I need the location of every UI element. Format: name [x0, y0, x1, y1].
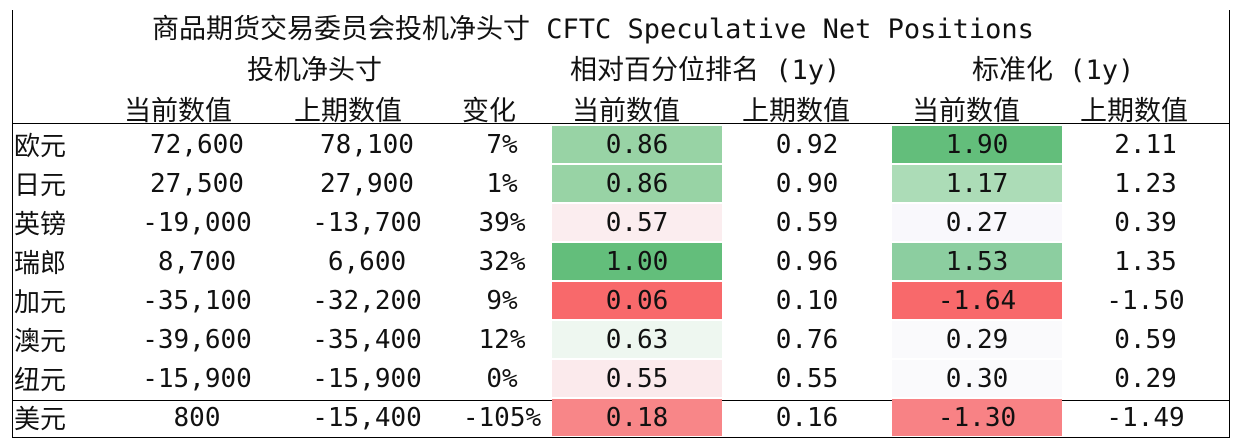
cell-z-current: -1.30 [892, 399, 1062, 436]
col-header-z-previous: 上期数值 [1080, 96, 1188, 127]
cell-net-previous: 78,100 [320, 129, 414, 160]
cell-z-current: 1.90 [892, 126, 1062, 163]
group-header-percentile: 相对百分位排名 (1y) [570, 55, 841, 86]
cell-z-previous: 0.29 [1114, 363, 1177, 394]
cell-change: 7% [486, 129, 518, 160]
cell-z-current: 0.27 [892, 204, 1062, 241]
cell-net-previous: -32,200 [312, 285, 422, 316]
cell-net-current: -39,600 [142, 324, 252, 355]
row-label: 加元 [14, 288, 67, 318]
row-label: 澳元 [14, 327, 67, 357]
row-label: 瑞郎 [14, 249, 67, 279]
cell-net-previous: -15,900 [312, 363, 422, 394]
cell-pct-current: 0.55 [552, 360, 722, 397]
cell-net-current: 8,700 [157, 246, 237, 277]
cell-net-current: -19,000 [142, 207, 252, 238]
cell-change: 32% [478, 246, 526, 277]
cell-pct-previous: 0.96 [775, 246, 839, 277]
cell-z-previous: 0.39 [1114, 207, 1177, 238]
cell-net-current: 800 [173, 402, 221, 433]
cell-z-previous: -1.49 [1106, 402, 1185, 433]
col-header-z-current: 当前数值 [912, 96, 1020, 127]
cell-change: -105% [462, 402, 542, 433]
col-header-net-current: 当前数值 [124, 96, 232, 127]
cell-z-previous: 0.59 [1114, 324, 1177, 355]
cell-change: 1% [486, 168, 518, 199]
cell-change: 0% [486, 363, 518, 394]
group-header-zscore: 标准化 (1y) [972, 55, 1135, 86]
cell-pct-current: 1.00 [552, 243, 722, 280]
cell-pct-previous: 0.16 [775, 402, 839, 433]
cell-pct-current: 0.57 [552, 204, 722, 241]
cell-z-current: -1.64 [892, 282, 1062, 319]
cell-change: 9% [486, 285, 518, 316]
cell-net-current: -15,900 [142, 363, 252, 394]
cell-pct-previous: 0.55 [775, 363, 839, 394]
row-label: 美元 [14, 405, 67, 435]
cell-change: 12% [478, 324, 526, 355]
row-label: 欧元 [14, 132, 67, 162]
cell-pct-current: 0.06 [552, 282, 722, 319]
cell-z-previous: 1.23 [1114, 168, 1177, 199]
header-divider [12, 123, 1230, 124]
row-label: 日元 [14, 171, 67, 201]
row-label: 纽元 [14, 366, 67, 396]
left-border [12, 10, 13, 438]
cell-pct-current: 0.63 [552, 321, 722, 358]
group-header-net: 投机净头寸 [247, 55, 382, 86]
cell-net-previous: 27,900 [320, 168, 414, 199]
right-border [1229, 10, 1230, 438]
table-title: 商品期货交易委员会投机净头寸 CFTC Speculative Net Posi… [152, 14, 1034, 45]
col-header-pct-previous: 上期数值 [742, 96, 850, 127]
col-header-pct-current: 当前数值 [572, 96, 680, 127]
cell-pct-current: 0.18 [552, 399, 722, 436]
cell-net-current: -35,100 [142, 285, 252, 316]
bottom-border [12, 437, 1230, 438]
cell-net-previous: -35,400 [312, 324, 422, 355]
cell-pct-previous: 0.59 [775, 207, 839, 238]
cell-z-current: 0.29 [892, 321, 1062, 358]
cell-pct-previous: 0.90 [775, 168, 839, 199]
cell-change: 39% [478, 207, 526, 238]
cftc-table: 商品期货交易委员会投机净头寸 CFTC Speculative Net Posi… [12, 10, 1230, 438]
row-label: 英镑 [14, 210, 67, 240]
cell-z-current: 1.53 [892, 243, 1062, 280]
cell-z-previous: 1.35 [1114, 246, 1177, 277]
cell-pct-previous: 0.10 [775, 285, 839, 316]
cell-pct-current: 0.86 [552, 126, 722, 163]
cell-z-previous: -1.50 [1106, 285, 1185, 316]
col-header-change: 变化 [462, 96, 516, 127]
cell-pct-previous: 0.76 [775, 324, 839, 355]
cell-z-previous: 2.11 [1114, 129, 1177, 160]
cell-pct-previous: 0.92 [775, 129, 839, 160]
cell-z-current: 1.17 [892, 165, 1062, 202]
cell-net-previous: -13,700 [312, 207, 422, 238]
cell-net-previous: -15,400 [312, 402, 422, 433]
col-header-net-previous: 上期数值 [294, 96, 402, 127]
cell-pct-current: 0.86 [552, 165, 722, 202]
cell-net-current: 27,500 [150, 168, 244, 199]
cell-net-current: 72,600 [150, 129, 244, 160]
cell-z-current: 0.30 [892, 360, 1062, 397]
cell-net-previous: 6,600 [327, 246, 407, 277]
